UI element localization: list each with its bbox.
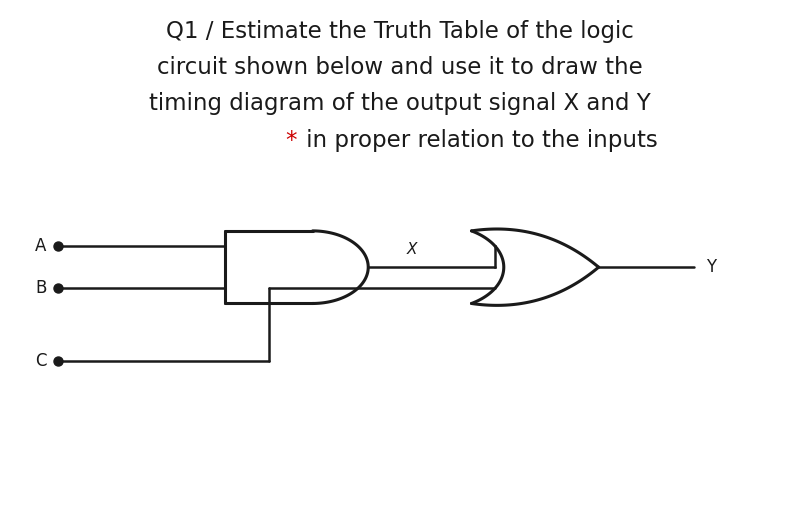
Text: B: B [35,279,46,297]
Text: *: * [285,129,296,151]
Text: X: X [406,242,417,257]
Text: Y: Y [706,258,716,276]
Text: Q1 / Estimate the Truth Table of the logic: Q1 / Estimate the Truth Table of the log… [166,20,634,43]
Text: timing diagram of the output signal X and Y: timing diagram of the output signal X an… [149,92,651,115]
Text: circuit shown below and use it to draw the: circuit shown below and use it to draw t… [157,56,643,79]
Text: A: A [35,237,46,255]
Text: in proper relation to the inputs: in proper relation to the inputs [299,129,658,151]
Text: C: C [35,352,46,369]
